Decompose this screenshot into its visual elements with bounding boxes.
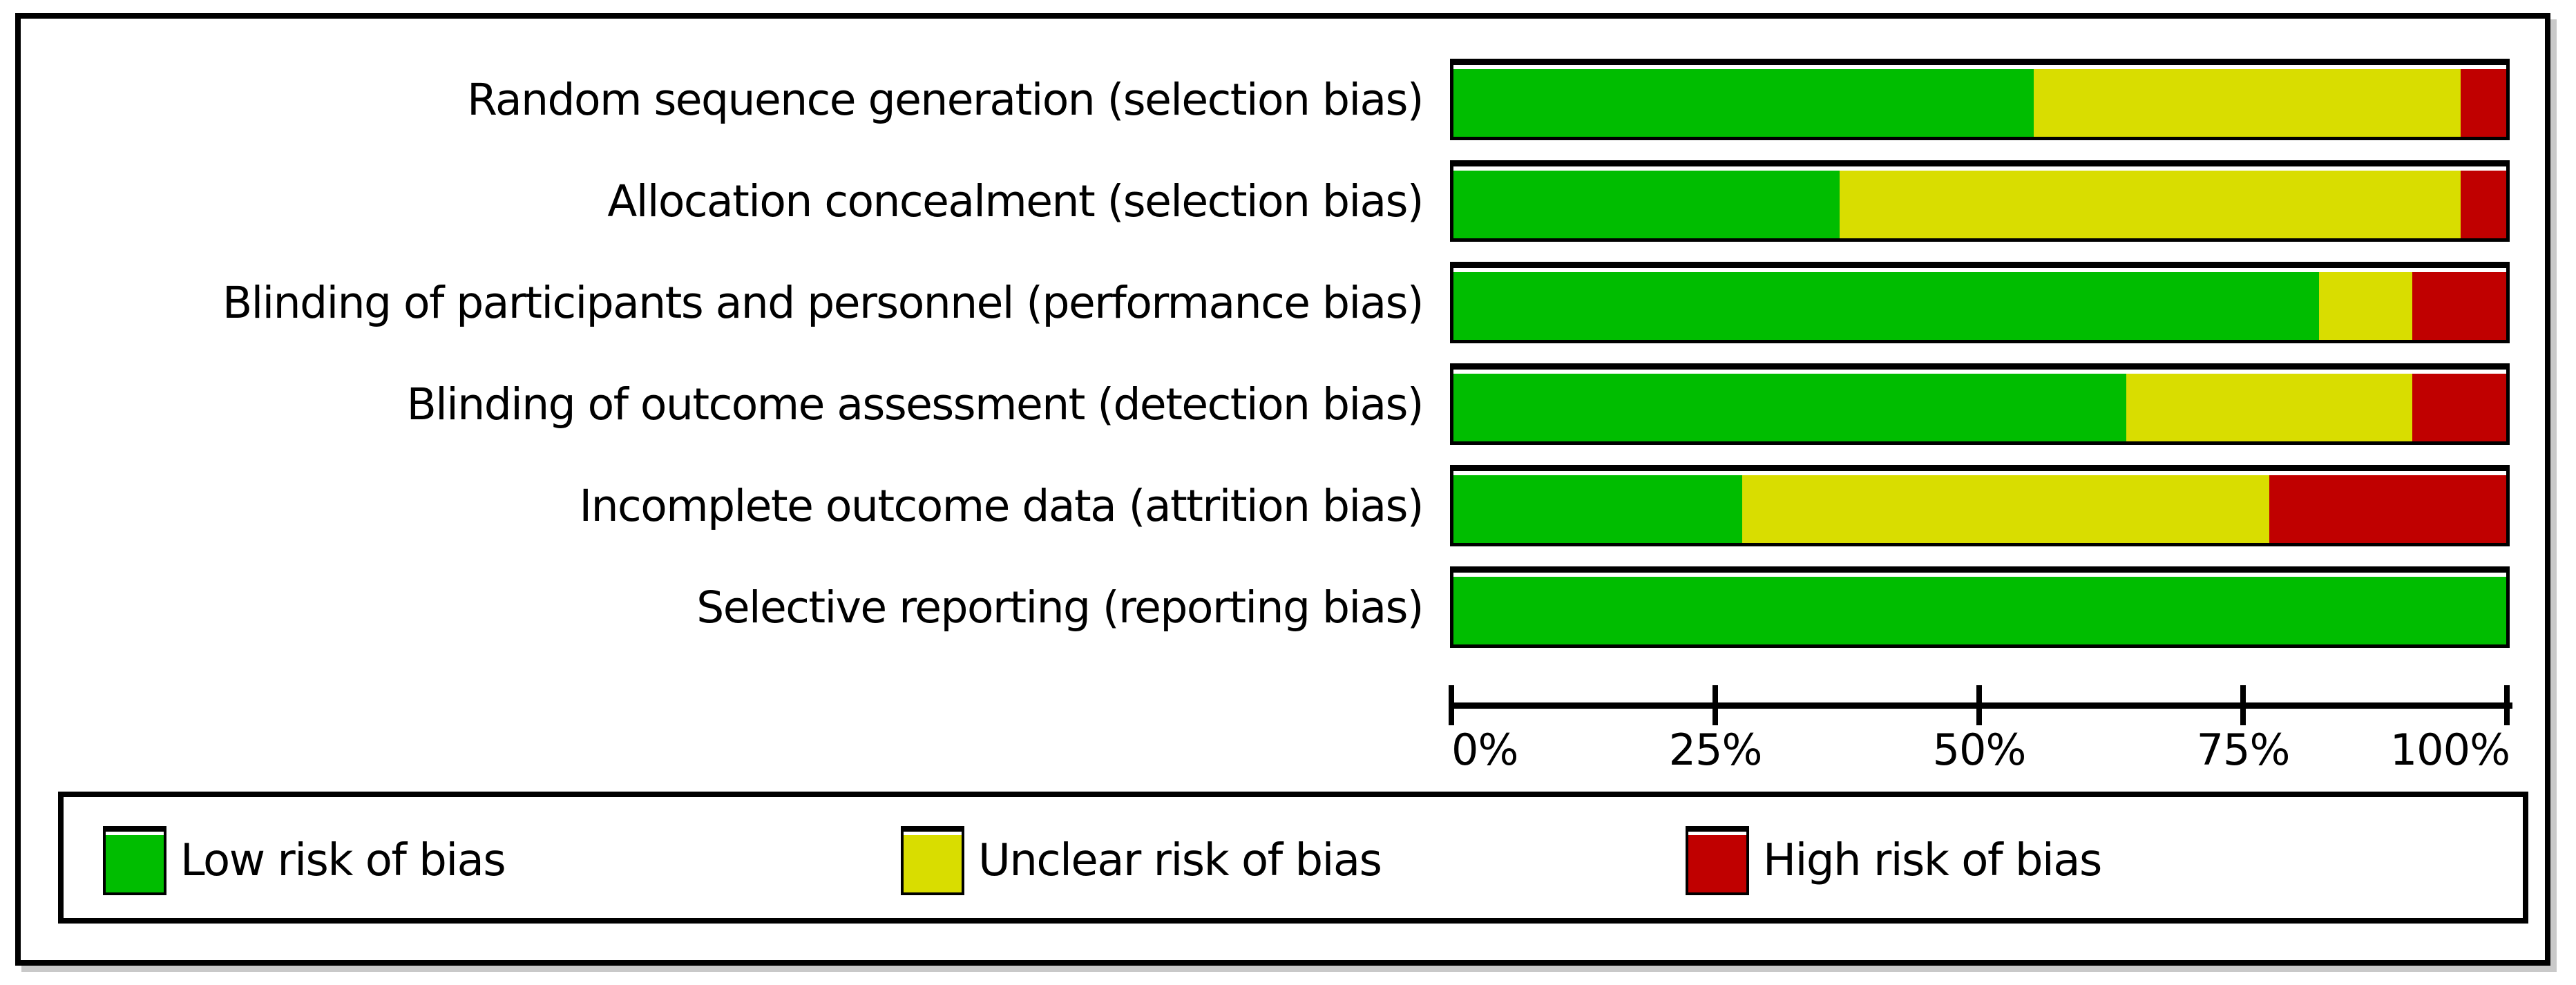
x-axis-tick-label-25: 25%	[1668, 725, 1763, 775]
x-axis-tick-label-50: 50%	[1932, 725, 2027, 775]
legend-label-unclear-risk: Unclear risk of bias	[978, 835, 1382, 886]
bar-segments	[1453, 171, 2506, 238]
risk-bar-blinding-outcome	[1450, 363, 2510, 445]
bar-segment-unclear-risk	[2033, 69, 2461, 137]
legend-swatch-fill	[904, 835, 962, 892]
bar-segments	[1453, 374, 2506, 441]
x-axis-tick-50	[1976, 685, 1982, 725]
bar-segment-unclear-risk	[1840, 171, 2461, 238]
risk-bar-random-sequence	[1450, 59, 2510, 140]
legend-swatch-high-risk-icon	[1686, 826, 1749, 895]
legend-swatch-fill	[1688, 835, 1746, 892]
row-label-allocation-concealment: Allocation concealment (selection bias)	[607, 175, 1424, 227]
risk-bar-incomplete-outcome	[1450, 465, 2510, 546]
row-label-selective-reporting: Selective reporting (reporting bias)	[696, 582, 1424, 633]
bar-segment-unclear-risk	[2126, 374, 2413, 441]
x-axis-tick-100	[2504, 685, 2510, 725]
bar-segment-unclear-risk	[2318, 272, 2413, 340]
x-axis-tick-label-75: 75%	[2196, 725, 2291, 775]
bar-segment-high-risk	[2412, 374, 2506, 441]
x-axis-tick-0	[1449, 685, 1454, 725]
bar-segment-low-risk	[1453, 475, 1742, 543]
bar-segments	[1453, 272, 2506, 340]
bar-segments	[1453, 577, 2506, 644]
row-label-blinding-participants: Blinding of participants and personnel (…	[222, 277, 1424, 328]
risk-bar-allocation-concealment	[1450, 160, 2510, 242]
bar-segment-high-risk	[2461, 69, 2506, 137]
bar-segment-low-risk	[1453, 374, 2126, 441]
x-axis-tick-label-0: 0%	[1451, 725, 1518, 775]
x-axis-tick-75	[2240, 685, 2246, 725]
bar-segment-high-risk	[2412, 272, 2506, 340]
legend-swatch-unclear-risk-icon	[901, 826, 964, 895]
bar-segment-unclear-risk	[1742, 475, 2270, 543]
legend-label-low-risk: Low risk of bias	[180, 835, 506, 886]
legend-swatch-low-risk-icon	[103, 826, 166, 895]
row-label-incomplete-outcome: Incomplete outcome data (attrition bias)	[579, 480, 1424, 531]
risk-bar-selective-reporting	[1450, 566, 2510, 648]
legend-item-high-risk: High risk of bias	[1686, 826, 2102, 895]
legend-item-low-risk: Low risk of bias	[103, 826, 506, 895]
bar-segment-high-risk	[2461, 171, 2506, 238]
bar-segment-low-risk	[1453, 577, 2506, 644]
bar-segment-low-risk	[1453, 272, 2319, 340]
bar-segment-low-risk	[1453, 69, 2034, 137]
bar-segment-high-risk	[2269, 475, 2506, 543]
row-label-random-sequence: Random sequence generation (selection bi…	[467, 74, 1424, 125]
row-label-blinding-outcome: Blinding of outcome assessment (detectio…	[406, 379, 1424, 430]
legend-item-unclear-risk: Unclear risk of bias	[901, 826, 1382, 895]
legend-label-high-risk: High risk of bias	[1763, 835, 2102, 886]
x-axis-tick-label-100: 100%	[2389, 725, 2510, 775]
risk-bar-blinding-participants	[1450, 262, 2510, 343]
bar-segments	[1453, 69, 2506, 137]
x-axis-tick-25	[1712, 685, 1718, 725]
bar-segments	[1453, 475, 2506, 543]
legend-box: Low risk of bias Unclear risk of bias Hi…	[58, 792, 2528, 924]
legend-swatch-fill	[106, 835, 164, 892]
bar-segment-low-risk	[1453, 171, 1840, 238]
